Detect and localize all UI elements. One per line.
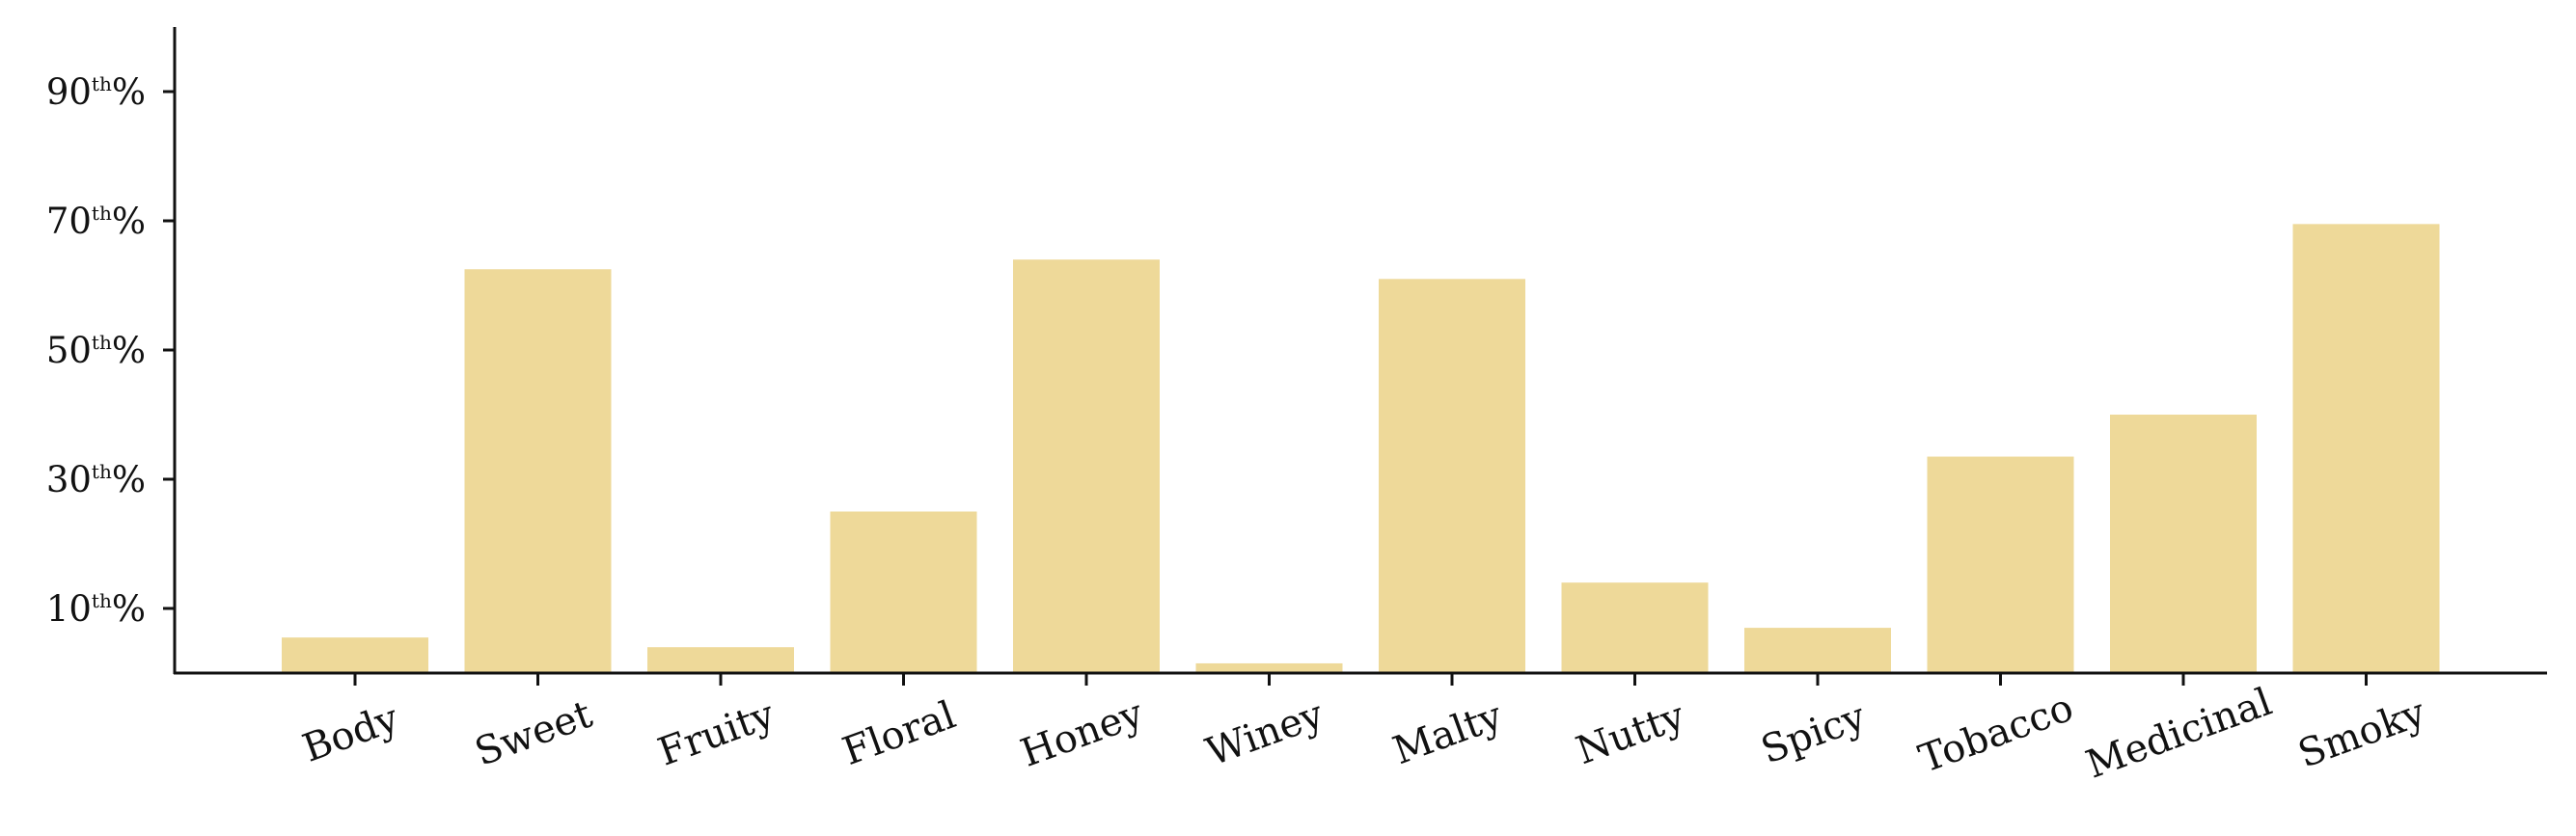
bar-spicy [1744,628,1891,673]
x-tick-label-malty: Malty [1387,693,1508,773]
x-tick-label-winey: Winey [1200,692,1329,775]
y-tick-label: 10th% [46,588,146,630]
bar-malty [1379,279,1525,673]
x-tick-label-sweet: Sweet [469,692,597,775]
y-tick-label: 50th% [46,330,146,371]
x-tick-label-floral: Floral [837,693,962,774]
y-tick-value: 10 [46,588,92,630]
bar-honey [1013,259,1160,673]
x-axis-ticks: Body Sweet Fruity Floral Honey Winey Malty Nutt… [297,673,2431,788]
x-tick-label-spicy: Spicy [1756,694,1872,772]
bar-series [282,224,2440,673]
y-tick-label: 90th% [46,71,146,113]
bar-tobacco [1927,456,2074,673]
bar-smoky [2292,224,2440,673]
y-tick-value: 70 [46,201,92,242]
bar-floral [830,511,977,673]
y-tick-percent: % [112,201,146,242]
y-tick-ordinal: th [92,460,112,483]
y-tick-label: 30th% [46,459,146,500]
bar-medicinal [2110,415,2257,673]
x-tick-label-tobacco: Tobacco [1913,686,2079,782]
y-tick-percent: % [112,71,146,113]
bar-winey [1195,662,1343,673]
x-tick-label-nutty: Nutty [1571,693,1691,773]
y-tick-ordinal: th [92,72,112,95]
y-axis-ticks: 10th%30th%50th%70th%90th% [46,71,175,630]
y-tick-percent: % [112,330,146,371]
x-tick-label-medicinal: Medicinal [2080,680,2277,788]
y-tick-value: 90 [46,71,92,113]
bar-fruity [647,647,794,673]
y-tick-label: 70th% [46,201,146,242]
y-tick-percent: % [112,459,146,500]
y-tick-ordinal: th [92,589,112,612]
y-tick-ordinal: th [92,331,112,354]
x-tick-label-fruity: Fruity [652,692,781,775]
x-tick-label-smoky: Smoky [2292,690,2431,777]
x-tick-label-honey: Honey [1015,691,1149,776]
x-tick-label-body: Body [297,696,405,771]
y-tick-value: 30 [46,459,92,500]
bar-sweet [464,269,612,673]
y-tick-percent: % [112,588,146,630]
y-tick-ordinal: th [92,202,112,225]
y-tick-value: 50 [46,330,92,371]
bar-nutty [1561,582,1709,673]
bar-body [282,637,428,673]
